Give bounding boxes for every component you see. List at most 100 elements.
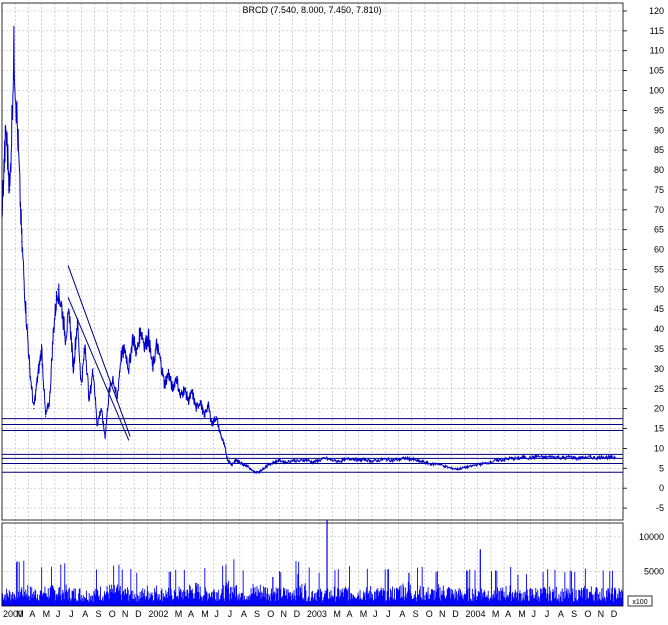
price-point	[223, 443, 225, 446]
x-tick-label: A	[188, 609, 194, 619]
price-point	[56, 288, 59, 290]
price-point	[338, 460, 340, 462]
x-tick-label: M	[201, 609, 209, 619]
price-point	[358, 459, 360, 461]
price-point	[263, 467, 265, 469]
y-tick-label: 25	[654, 384, 664, 394]
y-tick-label: 85	[654, 145, 664, 155]
grid-layer	[1, 3, 623, 606]
chart-title: BRCD (7.540, 8.000, 7.450, 7.810)	[242, 5, 381, 15]
price-point	[602, 456, 604, 458]
price-point	[183, 388, 185, 390]
price-point	[470, 465, 472, 467]
price-point	[556, 456, 558, 458]
price-point	[549, 456, 551, 458]
price-point	[430, 463, 433, 465]
volume-tick-label: 5000	[644, 566, 664, 576]
x-tick-label: A	[558, 609, 564, 619]
price-point	[384, 458, 386, 460]
price-point	[159, 360, 162, 362]
volume-bars	[1, 519, 623, 606]
y-tick-label: 65	[654, 225, 664, 235]
y-tick-label: 30	[654, 364, 664, 374]
price-point	[247, 465, 249, 467]
x-tick-label: J	[69, 609, 74, 619]
price-point	[417, 460, 419, 462]
y-tick-label: 90	[654, 125, 664, 135]
price-point	[100, 408, 102, 410]
x-tick-label: M	[43, 609, 51, 619]
volume-tick-label: 10000	[639, 532, 664, 542]
price-point	[179, 396, 181, 398]
x-tick-label: O	[584, 609, 591, 619]
price-panel-frame	[1, 2, 624, 521]
price-point	[9, 189, 11, 191]
y-tick-label: 20	[654, 404, 664, 414]
x-tick-label: N	[439, 609, 446, 619]
price-point	[609, 456, 611, 459]
price-point	[167, 372, 170, 374]
price-point	[124, 348, 126, 350]
price-point	[17, 137, 19, 139]
price-point	[155, 344, 158, 346]
price-point	[191, 392, 193, 394]
price-point	[255, 471, 257, 473]
price-point	[239, 461, 241, 463]
x-tick-label: M	[333, 609, 341, 619]
price-point	[364, 458, 366, 461]
price-point	[84, 344, 86, 346]
price-point	[148, 336, 150, 338]
price-line	[1, 25, 616, 475]
price-point	[96, 423, 98, 426]
x-tick-label: J	[373, 609, 378, 619]
price-point	[523, 456, 525, 458]
price-point	[52, 328, 55, 330]
price-point	[305, 458, 307, 461]
price-point	[64, 336, 67, 338]
x-tick-label: O	[267, 609, 274, 619]
price-point	[195, 408, 197, 410]
price-point	[88, 400, 90, 402]
price-point	[503, 458, 505, 461]
volume-scale-label: x100	[632, 599, 647, 606]
price-point	[273, 461, 275, 463]
x-tick-label: S	[413, 609, 419, 619]
price-point	[219, 431, 221, 434]
price-point	[614, 456, 616, 458]
y-tick-label: 100	[649, 85, 664, 95]
price-line-series	[1, 25, 616, 475]
price-point	[510, 457, 512, 459]
price-point	[490, 461, 492, 463]
y-tick-label: 50	[654, 284, 664, 294]
y-tick-label: 105	[649, 66, 664, 76]
x-tick-label: S	[571, 609, 577, 619]
x-tick-label: 2000	[3, 609, 23, 619]
x-tick-label: N	[598, 609, 605, 619]
trend-line	[67, 297, 130, 441]
price-point	[144, 344, 146, 346]
price-point	[251, 469, 253, 471]
price-point	[231, 463, 233, 465]
y-tick-label: 5	[659, 463, 664, 473]
x-tick-label: N	[122, 609, 128, 619]
price-point	[483, 462, 485, 465]
x-tick-label: 2003	[307, 609, 327, 619]
price-point	[72, 368, 74, 370]
x-tick-label: A	[347, 609, 353, 619]
price-point	[112, 376, 114, 378]
support-resistance-lines	[2, 418, 623, 473]
x-tick-label: S	[95, 609, 101, 619]
price-point	[397, 458, 399, 461]
price-point	[529, 457, 532, 459]
price-point	[259, 470, 261, 473]
price-point	[41, 348, 43, 350]
x-tick-label: J	[386, 609, 391, 619]
price-point	[152, 368, 154, 370]
price-point	[120, 356, 122, 358]
price-point	[562, 457, 565, 459]
price-point	[589, 456, 591, 458]
y-tick-label: 10	[654, 443, 664, 453]
x-tick-label: 2004	[465, 609, 485, 619]
x-tick-label: M	[16, 609, 24, 619]
